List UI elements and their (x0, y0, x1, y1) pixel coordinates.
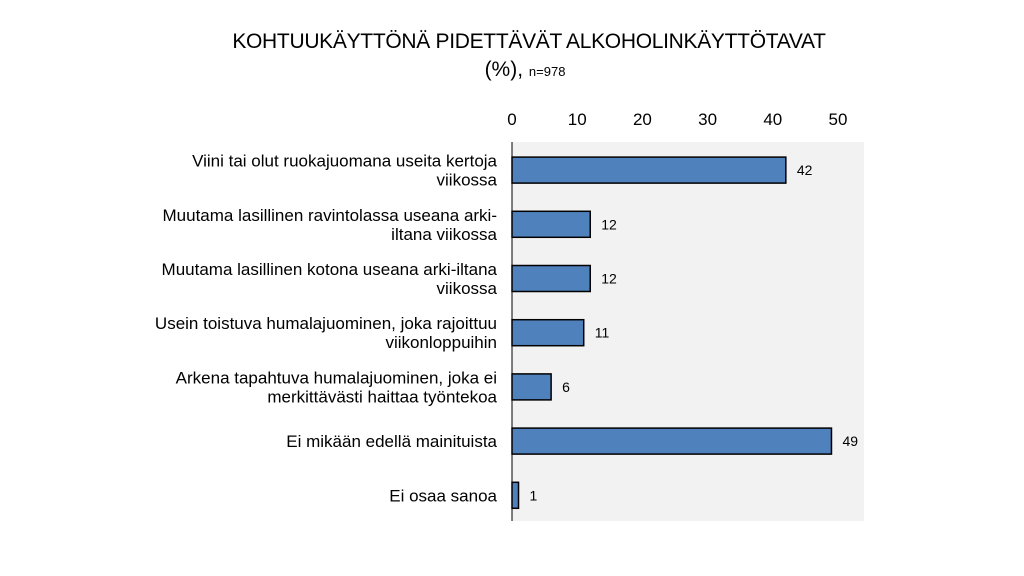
sample-size: n=978 (528, 64, 566, 79)
tick-label-50: 50 (829, 110, 848, 129)
category-label: Ei mikään edellä mainituista (286, 432, 497, 451)
data-label: 12 (601, 216, 617, 232)
data-label: 11 (595, 325, 610, 341)
bar (511, 264, 591, 293)
bar (511, 318, 585, 347)
tick-label-0: 0 (507, 110, 516, 129)
chart-subtitle: (%), n=978 (0, 58, 1024, 82)
category-label: Muutama lasillinen kotona useana arki-il… (162, 260, 498, 298)
chart-title: KOHTUUKÄYTTÖNÄ PIDETTÄVÄT ALKOHOLINKÄYTT… (232, 30, 826, 53)
bar (511, 481, 520, 510)
tick-label-20: 20 (633, 110, 652, 129)
subtitle-unit: (%), (484, 58, 524, 81)
data-label: 1 (530, 487, 538, 503)
data-label: 42 (797, 162, 813, 178)
data-label: 12 (601, 271, 617, 287)
tick-label-40: 40 (763, 110, 782, 129)
bar (511, 373, 552, 401)
category-label: Ei osaa sanoa (389, 486, 497, 505)
data-label: 6 (562, 379, 570, 395)
category-label: Usein toistuva humalajuominen, joka rajo… (155, 314, 497, 352)
bar (511, 156, 787, 184)
category-labels: Viini tai olut ruokajuomana useita kerto… (155, 152, 498, 506)
bar (511, 427, 833, 455)
category-label: Muutama lasillinen ravintolassa useana a… (163, 206, 498, 244)
bars (511, 156, 833, 510)
tick-label-10: 10 (568, 110, 587, 129)
category-label: Arkena tapahtuva humalajuominen, joka ei… (176, 368, 498, 406)
data-labels: 42 12 12 11 6 49 1 (530, 162, 859, 503)
value-axis-ticks: 0 10 20 30 40 50 (507, 110, 847, 129)
data-label: 49 (842, 433, 858, 449)
category-label: Viini tai olut ruokajuomana useita kerto… (192, 152, 497, 190)
bar (511, 210, 591, 239)
tick-label-30: 30 (698, 110, 717, 129)
